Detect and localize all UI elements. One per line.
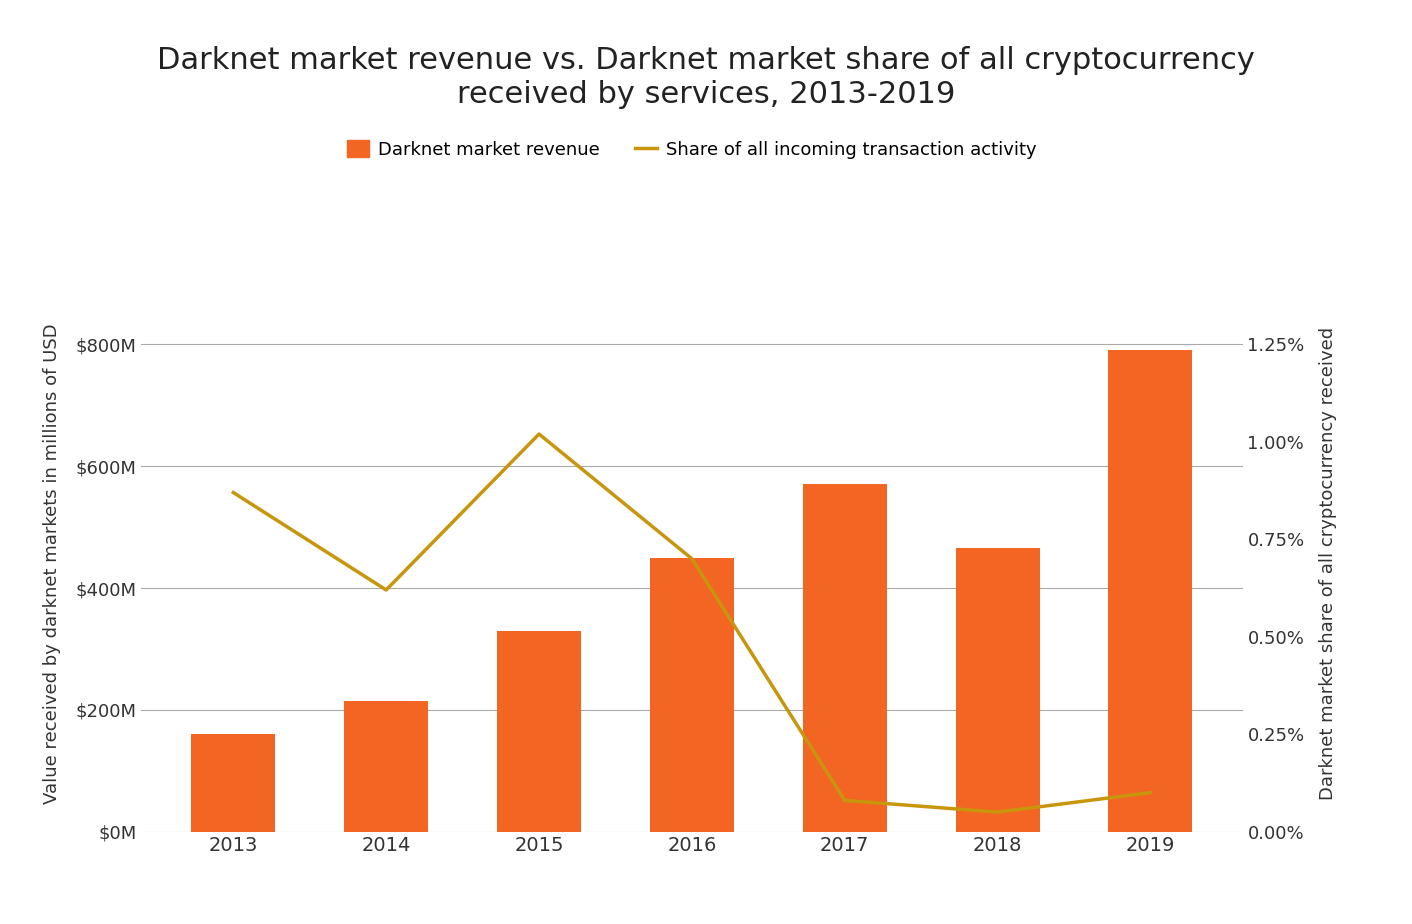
Legend: Darknet market revenue, Share of all incoming transaction activity: Darknet market revenue, Share of all inc… <box>340 133 1043 166</box>
Bar <box>345 700 428 832</box>
Bar <box>1108 350 1193 832</box>
Bar <box>191 735 275 832</box>
Bar <box>650 557 734 832</box>
Bar <box>956 549 1039 832</box>
Y-axis label: Value received by darknet markets in millions of USD: Value received by darknet markets in mil… <box>44 323 62 804</box>
Bar <box>497 630 582 832</box>
Bar <box>802 484 887 832</box>
Text: Darknet market revenue vs. Darknet market share of all cryptocurrency
received b: Darknet market revenue vs. Darknet marke… <box>157 46 1255 109</box>
Y-axis label: Darknet market share of all cryptocurrency received: Darknet market share of all cryptocurren… <box>1319 327 1337 800</box>
